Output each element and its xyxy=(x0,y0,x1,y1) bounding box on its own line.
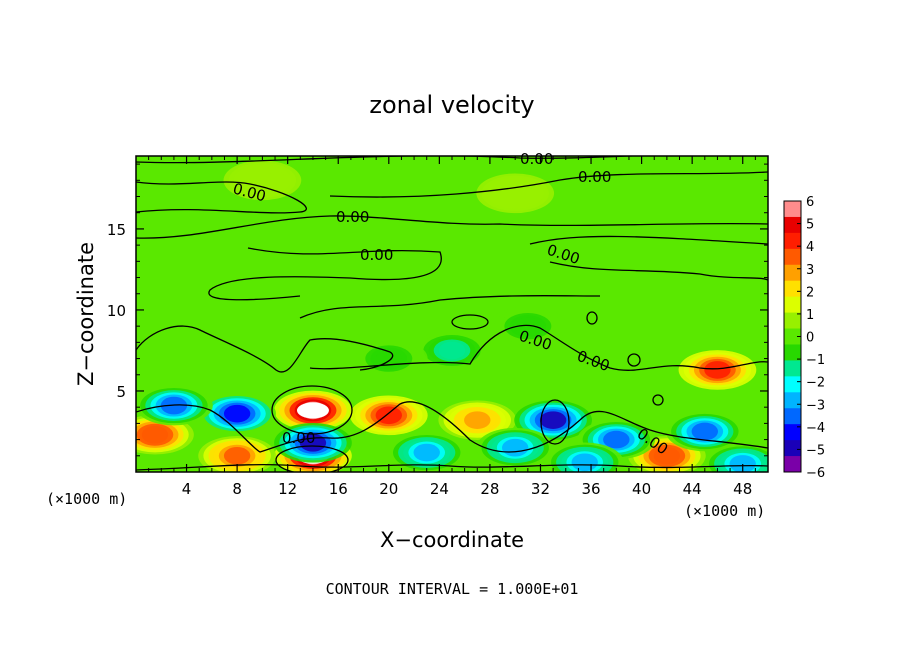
colorbar-tick-label: −3 xyxy=(806,398,825,413)
y-axis-label: Z−coordinate xyxy=(74,242,98,386)
colorbar-swatch xyxy=(784,392,801,409)
contour-line xyxy=(275,445,349,472)
field-band xyxy=(223,446,251,465)
contour-label: 0.00 xyxy=(282,429,315,447)
contour-line xyxy=(136,181,307,214)
contour-line xyxy=(529,235,768,245)
x-unit-left: (×1000 m) xyxy=(46,490,127,508)
field-band xyxy=(413,443,440,462)
colorbar-swatch xyxy=(784,201,801,218)
colorbar-tick-label: 5 xyxy=(806,218,814,233)
colorbar-swatch xyxy=(784,360,801,377)
contour-line xyxy=(299,295,601,319)
contour-line xyxy=(271,385,353,435)
chart-title: zonal velocity xyxy=(369,91,534,119)
contour-line xyxy=(136,401,768,453)
field-band xyxy=(141,425,169,444)
colorbar-swatch xyxy=(784,216,801,234)
field-band xyxy=(514,317,542,335)
contour-label: 0.00 xyxy=(336,208,369,226)
x-tick-label: 16 xyxy=(329,480,348,498)
field-band xyxy=(464,411,491,429)
colorbar-tick-label: 0 xyxy=(806,331,814,346)
contour-line xyxy=(627,353,641,367)
colorbar-swatch xyxy=(784,232,801,250)
contour-label: 0.00 xyxy=(520,150,553,168)
colorbar-swatch xyxy=(784,264,801,282)
colorbar-tick-label: −2 xyxy=(806,376,825,391)
colorbar-tick-label: −5 xyxy=(806,443,825,458)
x-tick-label: 32 xyxy=(531,480,550,498)
x-axis-label: X−coordinate xyxy=(380,528,524,552)
colorbar-swatch xyxy=(784,408,801,425)
field-band xyxy=(375,406,402,425)
x-tick-label: 44 xyxy=(683,480,702,498)
x-axis: 4 8 12 16 20 24 28 32 36 40 44 48 xyxy=(148,156,756,498)
contour-label: 0.00 xyxy=(360,246,393,264)
field-band xyxy=(438,341,466,360)
contour-lines xyxy=(136,156,768,472)
contour-line xyxy=(136,215,768,239)
contour-line xyxy=(309,324,768,371)
plot-area: 0.00 0.00 0.00 0.00 0.00 0.00 0.00 0.00 … xyxy=(107,150,769,498)
y-tick-label: 5 xyxy=(116,383,126,401)
field-band xyxy=(704,361,731,379)
field-band xyxy=(375,349,402,368)
colorbar-tick-label: −6 xyxy=(806,466,825,481)
colorbar-swatch xyxy=(784,440,801,457)
colorbar-swatch xyxy=(784,280,801,298)
field-band xyxy=(502,438,529,457)
contour-line xyxy=(652,394,664,406)
contour-interval-note: CONTOUR INTERVAL = 1.000E+01 xyxy=(326,580,579,598)
x-tick-label: 20 xyxy=(379,480,398,498)
field-band xyxy=(539,411,567,429)
field-band xyxy=(603,430,630,449)
y-tick-label: 15 xyxy=(107,221,126,239)
contour-line xyxy=(540,399,570,445)
y-tick-label: 10 xyxy=(107,302,126,320)
x-tick-label: 8 xyxy=(232,480,242,498)
x-tick-label: 28 xyxy=(480,480,499,498)
field-band xyxy=(729,455,756,472)
field-band xyxy=(691,422,718,441)
x-tick-label: 12 xyxy=(278,480,297,498)
colorbar-swatch xyxy=(784,424,801,441)
field-band xyxy=(653,446,681,465)
contour-line xyxy=(586,311,598,325)
y-axis: 5 10 15 xyxy=(107,163,768,457)
colorbar-tick-label: 6 xyxy=(806,195,814,210)
colorbar-swatch xyxy=(784,248,801,266)
colorbar-tick-label: −1 xyxy=(806,353,825,368)
x-tick-label: 40 xyxy=(632,480,651,498)
contour-label: 0.00 xyxy=(578,168,611,186)
colorbar-tick-label: 2 xyxy=(806,285,814,300)
contour-line xyxy=(136,464,768,471)
contour-line xyxy=(549,261,768,281)
contour-line xyxy=(136,325,394,373)
colorbar-swatch xyxy=(784,376,801,393)
field-peak xyxy=(296,402,329,419)
colorbar-swatch xyxy=(784,312,801,330)
x-tick-label: 48 xyxy=(733,480,752,498)
x-tick-label: 24 xyxy=(430,480,449,498)
colorbar-tick-label: 3 xyxy=(806,263,814,278)
contour-line xyxy=(208,247,442,301)
field-band xyxy=(223,404,251,423)
colorbar-tick-label: −4 xyxy=(806,421,825,436)
colorbar-swatch xyxy=(784,456,801,473)
colorbar-tick-label: 1 xyxy=(806,308,814,323)
field-band xyxy=(571,453,598,472)
x-unit-right: (×1000 m) xyxy=(684,502,765,520)
colorbar-swatch xyxy=(784,344,801,361)
colorbar: 6 5 4 3 2 1 0 −1 −2 −3 −4 −5 −6 xyxy=(783,195,825,481)
colorbar-tick-label: 4 xyxy=(806,240,814,255)
contour-line xyxy=(451,314,489,330)
contour-line xyxy=(329,171,768,198)
x-tick-label: 4 xyxy=(182,480,192,498)
colorbar-swatch xyxy=(784,296,801,314)
x-tick-label: 36 xyxy=(581,480,600,498)
colorbar-swatch xyxy=(784,328,801,345)
